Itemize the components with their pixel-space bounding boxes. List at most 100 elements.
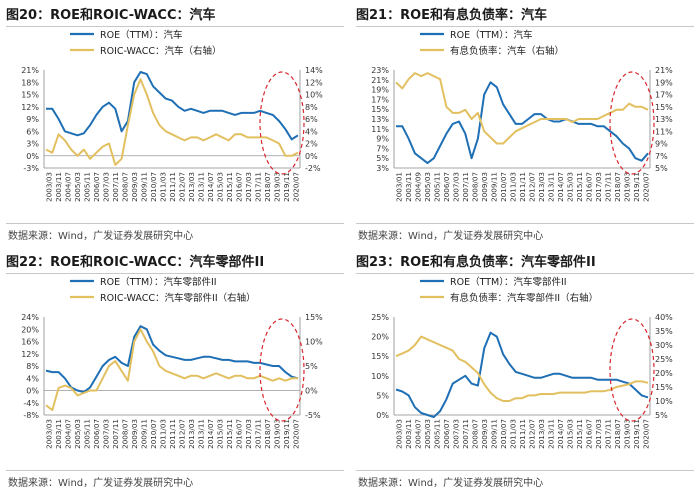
- x-tick-label: 2019/11: [632, 419, 641, 449]
- y-tick-label-right: 5%: [305, 362, 318, 371]
- x-tick-label: 2012/07: [527, 419, 536, 449]
- y-tick-label-left: 18%: [21, 78, 39, 87]
- y-tick-label-left: 9%: [26, 115, 39, 124]
- chart-panel-roe-roic-auto: 图20：ROE和ROIC-WACC：汽车 ROE（TTM）：汽车 ROIC-WAC…: [0, 0, 350, 246]
- x-tick-label: 2005/03: [73, 419, 82, 449]
- series-line: [395, 72, 649, 145]
- x-tick-label: 2011/03: [159, 172, 168, 202]
- x-tick-label: 2011/03: [509, 172, 518, 202]
- x-tick-label: 2011/11: [518, 419, 527, 449]
- y-tick-label-right: 2%: [305, 140, 318, 149]
- x-tick-label: 2015/03: [215, 419, 224, 449]
- x-tick-label: 2009/11: [140, 419, 149, 449]
- x-tick-label: 2017/11: [253, 419, 262, 449]
- x-tick-label: 2014/07: [556, 419, 565, 449]
- divider: [356, 223, 694, 224]
- y-tick-label-right: 35%: [655, 327, 673, 336]
- legend-label: ROE（TTM）：汽车零部件II: [450, 276, 567, 288]
- x-tick-label: 2020/07: [641, 172, 650, 202]
- x-tick-label: 2004/07: [64, 172, 73, 202]
- x-tick-label: 2003/03: [395, 419, 404, 449]
- x-tick-label: 2018/07: [613, 419, 622, 449]
- x-tick-label: 2009/11: [490, 419, 499, 449]
- x-tick-label: 2004/09: [414, 172, 423, 202]
- x-tick-label: 2007/03: [452, 419, 461, 449]
- x-tick-label: 2015/03: [565, 419, 574, 449]
- x-tick-label: 2007/03: [102, 419, 111, 449]
- x-tick-label: 2008/07: [471, 172, 480, 202]
- legend-label: ROIC-WACC：汽车（右轴）: [100, 45, 222, 57]
- x-tick-label: 2007/03: [102, 172, 111, 202]
- x-tick-label: 2013/03: [187, 419, 196, 449]
- series-line: [396, 81, 649, 165]
- chart-title-bar: 图22：ROE和ROIC-WACC：汽车零部件II: [6, 247, 344, 274]
- y-tick-label-left: 8%: [26, 362, 39, 371]
- series-line: [45, 325, 299, 393]
- y-tick-label-right: 10%: [305, 338, 323, 347]
- y-tick-label-left: 15%: [21, 91, 39, 100]
- x-tick-label: 2018/07: [263, 172, 272, 202]
- y-tick-label-right: 20%: [655, 369, 673, 378]
- x-tick-label: 2007/11: [461, 419, 470, 449]
- y-tick-label-right: 10%: [305, 91, 323, 100]
- y-tick-label-left: 12%: [21, 350, 39, 359]
- x-tick-label: 2015/11: [225, 419, 234, 449]
- divider: [6, 470, 344, 471]
- legend-label: ROE（TTM）：汽车: [100, 29, 182, 41]
- x-tick-label: 2013/11: [196, 172, 205, 202]
- x-tick-label: 2009/03: [480, 172, 489, 202]
- chart-title: 图22：ROE和ROIC-WACC：汽车零部件II: [6, 255, 265, 270]
- x-tick-label: 2004/07: [414, 419, 423, 449]
- y-tick-label-right: 25%: [655, 355, 673, 364]
- x-tick-label: 2015/11: [225, 172, 234, 202]
- x-tick-label: 2020/07: [291, 172, 300, 202]
- y-tick-label-left: 0%: [26, 387, 39, 396]
- x-tick-label: 2014/07: [556, 172, 565, 202]
- series-line: [395, 331, 649, 418]
- x-tick-label: 2003/11: [54, 172, 63, 202]
- y-tick-label-left: 3%: [376, 164, 389, 173]
- x-tick-label: 2020/07: [641, 419, 650, 449]
- y-tick-label-left: 12%: [21, 103, 39, 112]
- legend-label: ROE（TTM）：汽车零部件II: [100, 276, 217, 288]
- x-tick-label: 2005/11: [433, 172, 442, 202]
- x-tick-label: 2005/11: [83, 172, 92, 202]
- source-note: 数据来源：Wind，广发证券发展研究中心: [358, 478, 544, 489]
- x-tick-label: 2009/11: [490, 172, 499, 202]
- x-tick-label: 2016/07: [584, 172, 593, 202]
- chart-title-bar: 图23：ROE和有息负债率：汽车零部件II: [356, 247, 694, 274]
- x-tick-label: 2007/03: [452, 172, 461, 202]
- x-tick-label: 2009/03: [130, 419, 139, 449]
- x-tick-label: 2019/03: [272, 419, 281, 449]
- legend-label: 有息负债率：汽车（右轴）: [450, 45, 564, 57]
- chart-svg: ROE（TTM）：汽车有息负债率：汽车（右轴）23%21%19%17%15%13…: [371, 29, 673, 202]
- x-tick-label: 2007/11: [111, 419, 120, 449]
- chart-title-bar: 图21：ROE和有息负债率：汽车: [356, 0, 694, 27]
- x-tick-label: 2005/03: [423, 419, 432, 449]
- x-tick-label: 2008/07: [121, 172, 130, 202]
- x-tick-label: 2003/11: [404, 419, 413, 449]
- y-tick-label-right: 30%: [655, 341, 673, 350]
- y-tick-label-right: -2%: [305, 164, 321, 173]
- legend-label: ROIC-WACC：汽车零部件II（右轴）: [100, 292, 256, 304]
- y-tick-label-right: 8%: [305, 103, 318, 112]
- x-tick-label: 2017/11: [603, 172, 612, 202]
- y-tick-label-right: 12%: [305, 78, 323, 87]
- x-tick-label: 2015/11: [575, 419, 584, 449]
- x-tick-label: 2013/03: [187, 172, 196, 202]
- chart-title-bar: 图20：ROE和ROIC-WACC：汽车: [6, 0, 344, 27]
- x-tick-label: 2003/01: [395, 172, 404, 202]
- x-tick-label: 2007/11: [111, 172, 120, 202]
- x-tick-label: 2006/07: [92, 172, 101, 202]
- y-tick-label-left: 15%: [371, 105, 389, 114]
- x-tick-label: 2011/11: [518, 172, 527, 202]
- y-tick-label-left: 21%: [371, 76, 389, 85]
- x-tick-label: 2013/11: [546, 419, 555, 449]
- x-tick-label: 2005/03: [423, 172, 432, 202]
- chart-panel-roe-debt-parts: 图23：ROE和有息负债率：汽车零部件II ROE（TTM）：汽车零部件II 有息…: [350, 247, 700, 493]
- x-tick-label: 2007/11: [461, 172, 470, 202]
- x-tick-label: 2015/03: [565, 172, 574, 202]
- y-tick-label-right: 17%: [655, 91, 673, 100]
- x-tick-label: 2010/07: [149, 419, 158, 449]
- x-tick-label: 2006/07: [442, 172, 451, 202]
